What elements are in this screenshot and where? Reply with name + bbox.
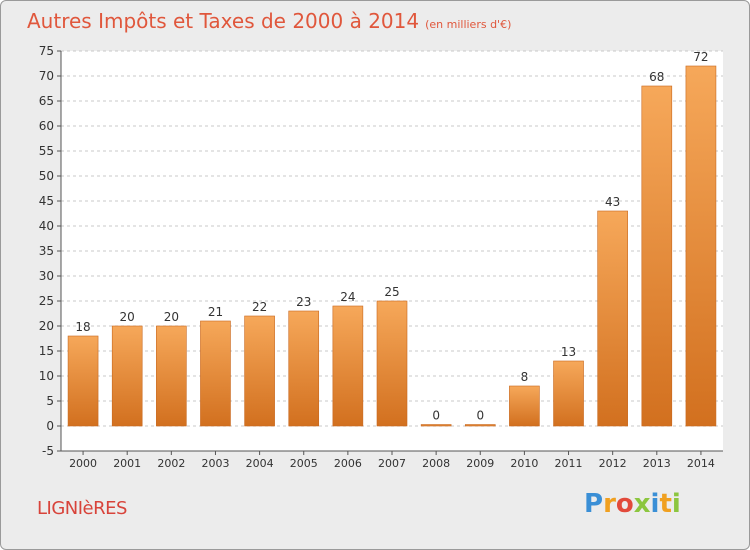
chart-title: Autres Impôts et Taxes de 2000 à 2014 (en… [27,9,511,33]
bar-2006 [332,305,364,427]
y-tick-label: 25 [39,294,54,308]
y-tick-label: 60 [39,119,54,133]
y-tick-label: 15 [39,344,54,358]
x-tick-label-2000: 2000 [69,457,97,470]
y-tick-label: -5 [42,444,54,458]
x-tick-label-2008: 2008 [422,457,450,470]
y-tick-label: 5 [46,394,54,408]
brand-letter: t [659,489,672,519]
data-label-2005: 23 [296,295,311,309]
x-tick-label-2003: 2003 [201,457,229,470]
y-tick-label: 65 [39,94,54,108]
x-tick-label-2011: 2011 [555,457,583,470]
y-tick-label: 30 [39,269,54,283]
bar-2007 [376,300,408,427]
data-label-2010: 8 [521,370,529,384]
data-label-2013: 68 [649,70,664,84]
bar-2010 [509,385,540,427]
bar-2011 [553,360,584,427]
bar-2001 [111,325,143,427]
bar-2004 [244,315,275,427]
data-label-2006: 24 [340,290,355,304]
data-label-2011: 13 [561,345,576,359]
bar-2005 [288,310,320,427]
data-label-2002: 20 [164,310,179,324]
y-tick-label: 45 [39,194,54,208]
brand-logo: Proxiti [584,489,681,519]
brand-letter: i [671,489,681,519]
bar-2013 [641,85,673,427]
data-label-2007: 25 [384,285,399,299]
bar-2014 [685,65,717,427]
bar-2003 [200,320,231,427]
bar-2012 [597,210,628,427]
x-tick-label-2013: 2013 [643,457,671,470]
commune-name: LIGNIèRES [37,498,127,519]
x-tick-label-2005: 2005 [290,457,318,470]
y-tick-label: 35 [39,244,54,258]
brand-letter: r [603,489,616,519]
x-tick-label-2014: 2014 [687,457,715,470]
y-tick-label: 0 [46,419,54,433]
data-label-2014: 72 [693,50,708,64]
x-tick-label-2010: 2010 [510,457,538,470]
y-tick-label: 50 [39,169,54,183]
x-tick-label-2001: 2001 [113,457,141,470]
data-label-2000: 18 [75,320,90,334]
brand-letter: o [615,489,634,519]
y-tick-label: 40 [39,219,54,233]
y-tick-label: 10 [39,369,54,383]
data-label-2012: 43 [605,195,620,209]
bar-2008 [420,424,452,427]
brand-letter: P [584,489,604,519]
x-tick-label-2012: 2012 [599,457,627,470]
y-tick-label: 55 [39,144,54,158]
x-tick-label-2009: 2009 [466,457,494,470]
x-tick-label-2007: 2007 [378,457,406,470]
bar-2009 [464,424,496,427]
data-label-2004: 22 [252,300,267,314]
data-label-2009: 0 [476,409,484,423]
x-tick-label-2006: 2006 [334,457,362,470]
chart-unit: (en milliers d'€) [425,18,512,31]
bar-2000 [67,335,99,427]
x-tick-label-2002: 2002 [157,457,185,470]
bar-2002 [156,325,187,427]
data-label-2008: 0 [432,409,440,423]
y-tick-label: 70 [39,69,54,83]
brand-letter: i [650,489,660,519]
data-label-2003: 21 [208,305,223,319]
y-tick-label: 75 [39,44,54,58]
brand-letter: x [633,489,651,519]
chart-title-text: Autres Impôts et Taxes de 2000 à 2014 [27,9,420,33]
data-label-2001: 20 [120,310,135,324]
x-tick-label-2004: 2004 [246,457,274,470]
y-tick-label: 20 [39,319,54,333]
